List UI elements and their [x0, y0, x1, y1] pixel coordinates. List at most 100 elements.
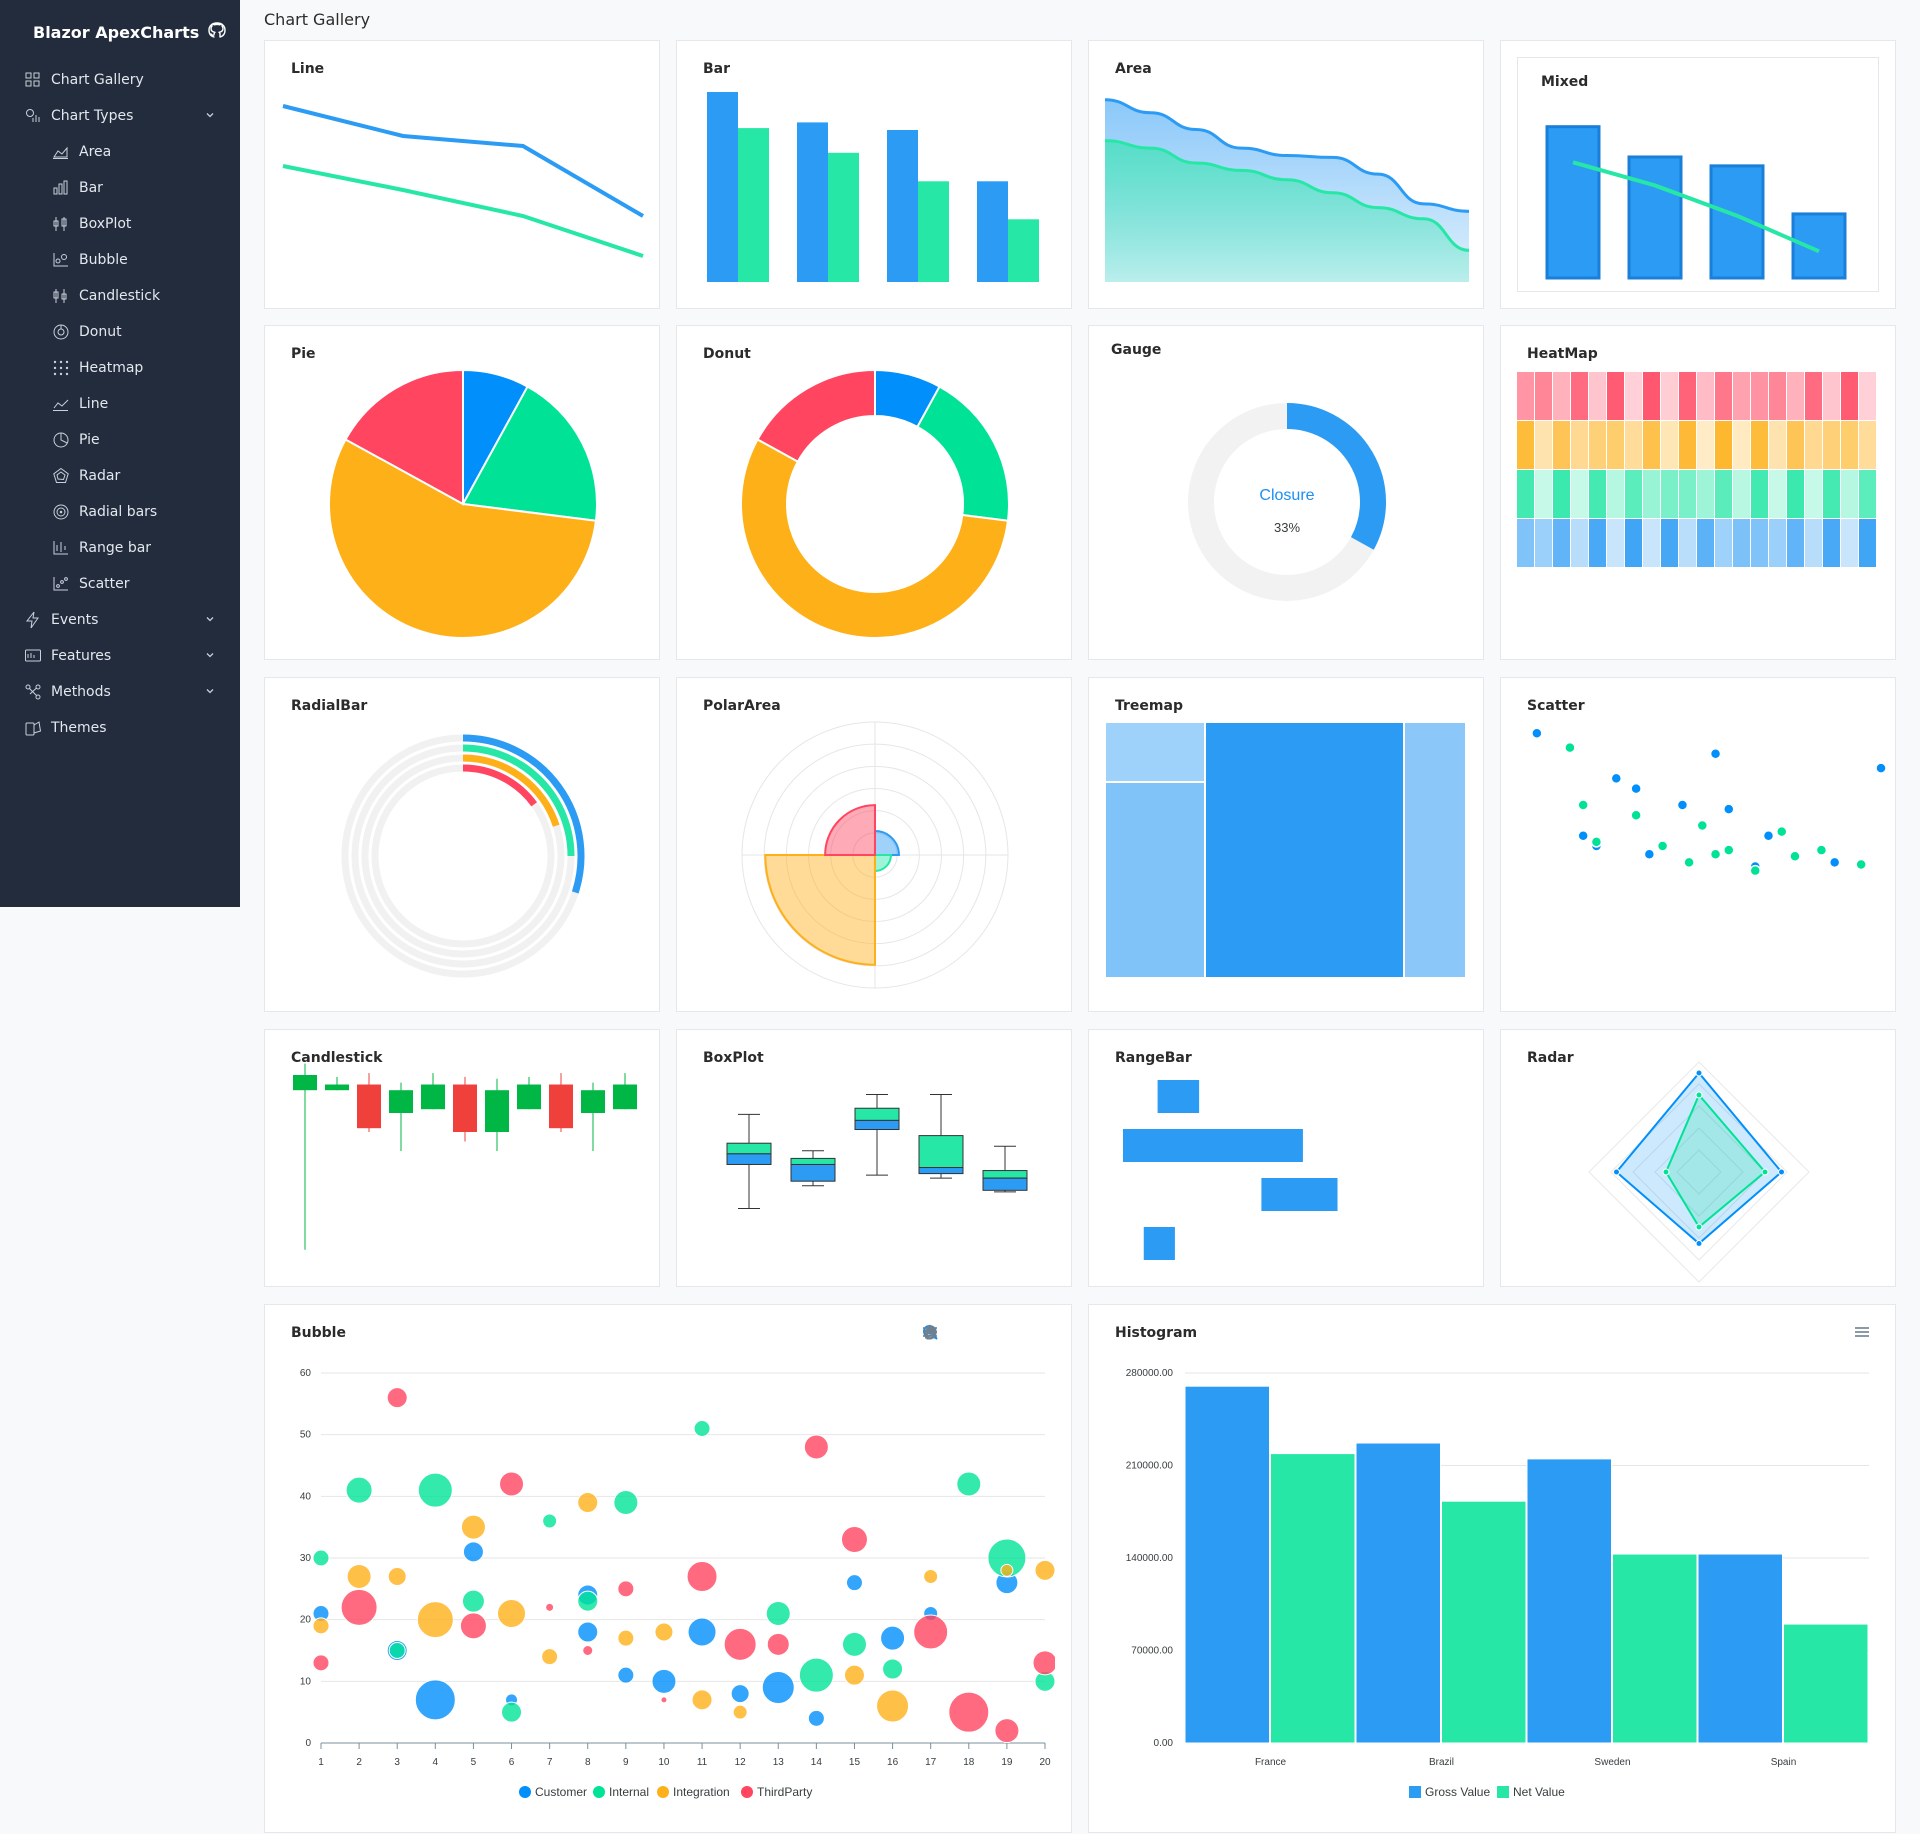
bubble-point-thirdparty[interactable]	[499, 1471, 525, 1497]
chevron-down-icon[interactable]	[204, 649, 216, 665]
sidebar-item-bubble[interactable]: Bubble	[0, 242, 240, 278]
sidebar-item-chart-types[interactable]: Chart Types	[0, 98, 240, 134]
bubble-point-thirdparty[interactable]	[459, 1612, 487, 1640]
bubble-point-internal[interactable]	[501, 1701, 523, 1723]
sidebar-item-radial-bars[interactable]: Radial bars	[0, 494, 240, 530]
bubble-point-integration[interactable]	[387, 1567, 407, 1586]
bubble-point-integration[interactable]	[346, 1564, 372, 1589]
histogram-bar-france-2[interactable]	[1270, 1453, 1356, 1744]
bubble-legend-marker[interactable]	[741, 1786, 753, 1798]
bubble-point-integration[interactable]	[617, 1629, 635, 1647]
menu-icon[interactable]	[1853, 1323, 1871, 1341]
sidebar-item-donut[interactable]: Donut	[0, 314, 240, 350]
bubble-point-internal[interactable]	[956, 1471, 982, 1497]
bubble-point-integration[interactable]	[923, 1569, 939, 1584]
histogram-bar-brazil-2[interactable]	[1441, 1500, 1527, 1744]
histogram-bar-sweden-2[interactable]	[1612, 1553, 1698, 1744]
sidebar-item-themes[interactable]: Themes	[0, 710, 240, 746]
bubble-point-customer[interactable]	[577, 1621, 599, 1643]
sidebar-item-candlestick[interactable]: Candlestick	[0, 278, 240, 314]
histogram-legend-marker[interactable]	[1497, 1786, 1509, 1798]
bubble-point-customer[interactable]	[462, 1541, 484, 1563]
bubble-point-thirdparty[interactable]	[766, 1632, 790, 1656]
bubble-point-integration[interactable]	[732, 1704, 748, 1720]
sidebar-item-pie[interactable]: Pie	[0, 422, 240, 458]
sidebar-item-area[interactable]: Area	[0, 134, 240, 170]
brand[interactable]: Blazor ApexCharts	[33, 18, 227, 46]
bubble-point-thirdparty[interactable]	[386, 1387, 408, 1409]
bubble-point-customer[interactable]	[651, 1668, 677, 1694]
bubble-point-thirdparty[interactable]	[1032, 1650, 1057, 1676]
bubble-point-internal[interactable]	[312, 1549, 330, 1567]
bubble-point-integration[interactable]	[541, 1648, 559, 1666]
bubble-legend-label[interactable]: ThirdParty	[757, 1785, 812, 1799]
bubble-point-thirdparty[interactable]	[340, 1588, 378, 1626]
sidebar-item-line[interactable]: Line	[0, 386, 240, 422]
chevron-up-icon[interactable]	[204, 109, 216, 125]
bubble-point-internal[interactable]	[461, 1589, 485, 1613]
histogram-bar-brazil-1[interactable]	[1355, 1442, 1441, 1744]
sidebar-item-bar[interactable]: Bar	[0, 170, 240, 206]
menu-icon[interactable]	[923, 1323, 1049, 1341]
bubble-point-thirdparty[interactable]	[994, 1718, 1020, 1743]
sidebar-item-events[interactable]: Events	[0, 602, 240, 638]
bubble-point-integration[interactable]	[312, 1617, 330, 1635]
histogram-chart[interactable]: 0.00 70000.00 140000.00 210000.00 280000.00 F…	[1089, 1305, 1897, 1834]
bubble-legend-label[interactable]: Integration	[673, 1785, 730, 1799]
bubble-point-customer[interactable]	[880, 1625, 906, 1651]
sidebar-item-radar[interactable]: Radar	[0, 458, 240, 494]
bubble-point-thirdparty[interactable]	[545, 1602, 555, 1612]
sidebar-item-boxplot[interactable]: BoxPlot	[0, 206, 240, 242]
bubble-point-thirdparty[interactable]	[803, 1434, 829, 1460]
sidebar-item-heatmap[interactable]: Heatmap	[0, 350, 240, 386]
bubble-point-integration[interactable]	[1034, 1559, 1055, 1581]
bubble-point-integration[interactable]	[416, 1601, 454, 1639]
bubble-point-thirdparty[interactable]	[840, 1526, 868, 1553]
bubble-point-thirdparty[interactable]	[686, 1561, 718, 1592]
bubble-point-internal[interactable]	[388, 1642, 406, 1659]
histogram-legend-label[interactable]: Gross Value	[1425, 1785, 1490, 1799]
bubble-point-internal[interactable]	[882, 1658, 904, 1680]
bubble-point-integration[interactable]	[654, 1622, 674, 1642]
bubble-point-integration[interactable]	[876, 1689, 910, 1723]
chevron-down-icon[interactable]	[204, 685, 216, 701]
bubble-point-internal[interactable]	[345, 1476, 373, 1504]
bubble-point-thirdparty[interactable]	[948, 1691, 990, 1733]
bubble-point-integration[interactable]	[577, 1492, 599, 1513]
bubble-point-thirdparty[interactable]	[913, 1614, 949, 1650]
bubble-point-customer[interactable]	[414, 1679, 456, 1721]
sidebar-item-methods[interactable]: Methods	[0, 674, 240, 710]
github-icon[interactable]	[207, 20, 227, 44]
bubble-point-integration[interactable]	[460, 1514, 486, 1540]
bubble-point-internal[interactable]	[417, 1472, 453, 1508]
bubble-point-internal[interactable]	[577, 1590, 599, 1612]
bubble-point-customer[interactable]	[687, 1617, 717, 1647]
bubble-point-integration[interactable]	[691, 1689, 713, 1711]
bubble-point-internal[interactable]	[693, 1420, 711, 1437]
bubble-point-internal[interactable]	[542, 1513, 558, 1529]
bubble-point-thirdparty[interactable]	[723, 1627, 757, 1661]
histogram-bar-spain-2[interactable]	[1783, 1623, 1869, 1744]
chevron-down-icon[interactable]	[204, 613, 216, 629]
bubble-point-customer[interactable]	[730, 1684, 750, 1704]
histogram-bar-france-1[interactable]	[1184, 1385, 1270, 1744]
sidebar-item-features[interactable]: Features	[0, 638, 240, 674]
bubble-point-customer[interactable]	[807, 1709, 825, 1727]
bubble-point-customer[interactable]	[845, 1574, 863, 1592]
sidebar-item-range-bar[interactable]: Range bar	[0, 530, 240, 566]
bubble-point-internal[interactable]	[987, 1538, 1027, 1578]
sidebar-item-scatter[interactable]: Scatter	[0, 566, 240, 602]
bubble-point-thirdparty[interactable]	[617, 1580, 635, 1598]
histogram-legend-label[interactable]: Net Value	[1513, 1785, 1565, 1799]
bubble-legend-marker[interactable]	[519, 1786, 531, 1798]
bubble-point-thirdparty[interactable]	[582, 1645, 594, 1656]
bubble-point-integration[interactable]	[497, 1599, 527, 1628]
bubble-point-thirdparty[interactable]	[312, 1654, 330, 1672]
histogram-bar-spain-1[interactable]	[1697, 1553, 1783, 1744]
bubble-point-internal[interactable]	[613, 1490, 639, 1515]
sidebar-item-chart-gallery[interactable]: Chart Gallery	[0, 62, 240, 98]
bubble-legend-marker[interactable]	[593, 1786, 605, 1798]
bubble-point-integration[interactable]	[1000, 1563, 1014, 1577]
bubble-point-internal[interactable]	[765, 1601, 791, 1626]
